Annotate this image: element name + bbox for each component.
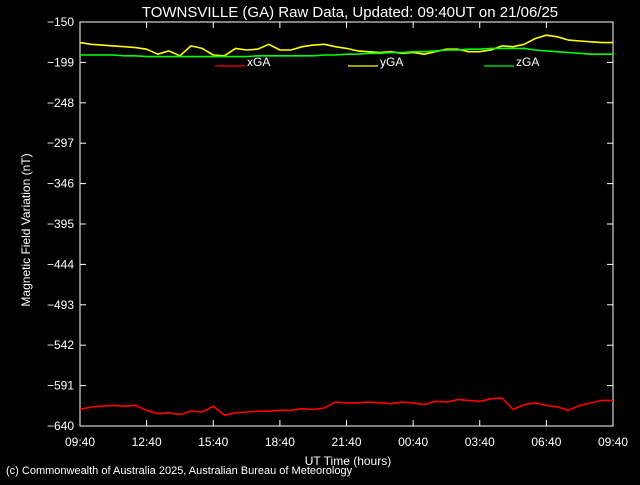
x-tick-label: 12:40 <box>132 435 162 449</box>
x-tick-label: 21:40 <box>331 435 361 449</box>
y-tick-label: −248 <box>47 96 74 110</box>
series-lines <box>79 34 613 417</box>
y-axis-label: Magnetic Field Variation (nT) <box>19 153 33 306</box>
x-tick-label: 06:40 <box>531 435 561 449</box>
legend-label-yga: yGA <box>380 55 403 69</box>
series-line-zga <box>80 47 613 58</box>
plot-frame <box>79 21 614 427</box>
y-axis-ticks: −150 −199 −248 −297 −346 −395 −444 −493 −542 −591… <box>47 15 613 433</box>
x-tick-label: 03:40 <box>465 435 495 449</box>
y-tick-label: −199 <box>47 55 74 69</box>
legend-label-zga: zGA <box>516 55 539 69</box>
y-tick-label: −542 <box>47 338 74 352</box>
y-tick-label: −640 <box>47 419 74 433</box>
y-tick-label: −493 <box>47 298 74 312</box>
copyright-text: (c) Commonwealth of Australia 2025, Aust… <box>6 465 353 477</box>
x-axis-label: UT Time (hours) <box>305 454 391 468</box>
x-tick-label: 09:40 <box>598 435 628 449</box>
y-tick-label: −591 <box>47 379 74 393</box>
series-line-xga <box>79 397 613 417</box>
y-tick-label: −297 <box>47 136 74 150</box>
x-tick-label: 00:40 <box>398 435 428 449</box>
chart-title: TOWNSVILLE (GA) Raw Data, Updated: 09:40… <box>142 4 558 21</box>
y-tick-label: −346 <box>47 177 74 191</box>
x-tick-label: 18:40 <box>265 435 295 449</box>
x-axis-ticks: 09:40 12:40 15:40 18:40 21:40 00:40 03:40 06:40… <box>65 22 628 449</box>
y-tick-label: −150 <box>47 15 74 29</box>
y-tick-label: −395 <box>47 217 74 231</box>
legend-label-xga: xGA <box>247 55 270 69</box>
y-tick-label: −444 <box>47 257 74 271</box>
series-line-yga <box>79 34 613 57</box>
legend: xGA yGA zGA <box>215 55 539 69</box>
x-tick-label: 15:40 <box>198 435 228 449</box>
x-tick-label: 09:40 <box>65 435 95 449</box>
